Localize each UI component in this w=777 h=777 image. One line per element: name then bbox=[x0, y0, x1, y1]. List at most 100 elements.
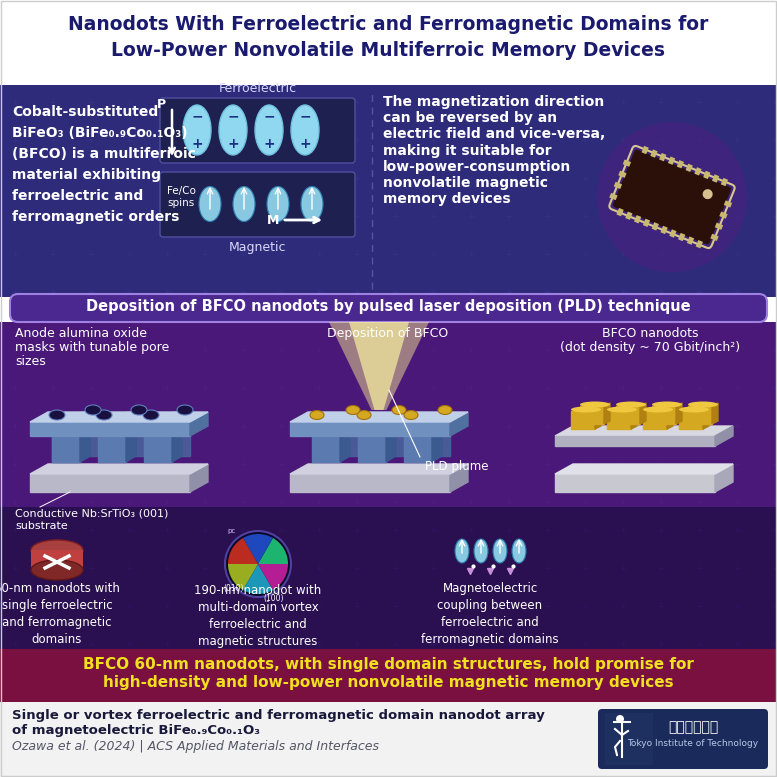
Text: +: + bbox=[263, 137, 275, 151]
Ellipse shape bbox=[144, 414, 182, 424]
Ellipse shape bbox=[143, 410, 159, 420]
Bar bbox=[710, 234, 719, 241]
Polygon shape bbox=[30, 464, 208, 474]
Polygon shape bbox=[580, 406, 604, 424]
Text: Anode alumina oxide: Anode alumina oxide bbox=[15, 327, 147, 340]
Text: 190-nm nanodot with
multi-domain vortex
ferroelectric and
magnetic structures: 190-nm nanodot with multi-domain vortex … bbox=[194, 584, 322, 648]
Polygon shape bbox=[422, 418, 450, 456]
Text: −: − bbox=[299, 109, 311, 123]
Bar bbox=[650, 149, 657, 158]
FancyBboxPatch shape bbox=[160, 172, 355, 237]
Text: of magnetoelectric BiFe₀.₉Co₀.₁O₃: of magnetoelectric BiFe₀.₉Co₀.₁O₃ bbox=[12, 724, 260, 737]
Bar bbox=[618, 171, 626, 178]
Polygon shape bbox=[386, 416, 396, 462]
Bar bbox=[720, 211, 727, 219]
Bar bbox=[715, 222, 723, 230]
Bar bbox=[652, 222, 659, 231]
Polygon shape bbox=[30, 412, 208, 422]
Bar bbox=[31, 550, 83, 570]
Text: The magnetization direction
can be reversed by an
electric field and vice-versa,: The magnetization direction can be rever… bbox=[383, 95, 605, 206]
Ellipse shape bbox=[31, 540, 83, 560]
Ellipse shape bbox=[49, 410, 65, 420]
Polygon shape bbox=[595, 408, 601, 429]
Polygon shape bbox=[290, 422, 450, 436]
Ellipse shape bbox=[119, 411, 152, 419]
Bar bbox=[0, 85, 777, 297]
Polygon shape bbox=[312, 422, 340, 462]
Text: −: − bbox=[191, 109, 203, 123]
Ellipse shape bbox=[52, 414, 90, 424]
Bar bbox=[678, 233, 685, 241]
Bar bbox=[634, 215, 641, 224]
Text: ferroelectric and: ferroelectric and bbox=[12, 189, 143, 203]
Polygon shape bbox=[640, 403, 646, 424]
Bar bbox=[642, 146, 649, 154]
Polygon shape bbox=[52, 422, 80, 462]
Bar bbox=[643, 218, 650, 227]
Text: −: − bbox=[263, 109, 275, 123]
Text: Deposition of BFCO: Deposition of BFCO bbox=[327, 327, 448, 340]
Bar bbox=[677, 160, 684, 169]
Ellipse shape bbox=[679, 406, 709, 413]
Polygon shape bbox=[703, 408, 709, 429]
Bar bbox=[0, 507, 777, 649]
FancyBboxPatch shape bbox=[160, 98, 355, 163]
Polygon shape bbox=[190, 412, 208, 436]
Polygon shape bbox=[172, 416, 182, 462]
Bar bbox=[668, 156, 675, 165]
Bar bbox=[695, 240, 703, 249]
Polygon shape bbox=[712, 403, 718, 424]
Ellipse shape bbox=[165, 411, 197, 419]
Polygon shape bbox=[52, 422, 80, 462]
Bar bbox=[703, 171, 710, 179]
Bar bbox=[687, 236, 694, 245]
Text: Low-Power Nonvolatile Multiferroic Memory Devices: Low-Power Nonvolatile Multiferroic Memor… bbox=[111, 41, 665, 61]
Text: masks with tunable pore: masks with tunable pore bbox=[15, 341, 169, 354]
Bar bbox=[605, 713, 653, 765]
Text: +: + bbox=[227, 137, 239, 151]
Text: Single or vortex ferroelectric and ferromagnetic domain nanodot array: Single or vortex ferroelectric and ferro… bbox=[12, 709, 545, 722]
Text: PLD plume: PLD plume bbox=[425, 460, 489, 473]
Bar bbox=[609, 193, 618, 200]
Text: M: M bbox=[267, 214, 279, 227]
Ellipse shape bbox=[267, 186, 289, 221]
Ellipse shape bbox=[131, 405, 147, 415]
Bar bbox=[0, 702, 777, 777]
Ellipse shape bbox=[52, 414, 90, 424]
Bar bbox=[695, 167, 702, 176]
Ellipse shape bbox=[233, 186, 255, 221]
Polygon shape bbox=[80, 416, 90, 462]
Wedge shape bbox=[243, 564, 273, 594]
Wedge shape bbox=[243, 534, 273, 564]
Polygon shape bbox=[30, 474, 190, 492]
Text: 60-nm nanodots with
single ferroelectric
and ferromagnetic
domains: 60-nm nanodots with single ferroelectric… bbox=[0, 582, 120, 646]
Polygon shape bbox=[349, 322, 409, 410]
Ellipse shape bbox=[346, 406, 360, 414]
Text: Conductive Nb:SrTiO₃ (001): Conductive Nb:SrTiO₃ (001) bbox=[15, 509, 169, 519]
Bar bbox=[660, 226, 667, 234]
Ellipse shape bbox=[571, 406, 601, 413]
Text: (100): (100) bbox=[263, 594, 284, 604]
Polygon shape bbox=[290, 464, 468, 474]
Ellipse shape bbox=[98, 414, 136, 424]
Polygon shape bbox=[555, 426, 733, 436]
Bar bbox=[721, 178, 728, 186]
Polygon shape bbox=[652, 406, 676, 424]
Polygon shape bbox=[450, 412, 468, 436]
Polygon shape bbox=[80, 416, 90, 462]
Text: (BFCO) is a multiferroic: (BFCO) is a multiferroic bbox=[12, 147, 196, 161]
Ellipse shape bbox=[177, 405, 193, 415]
Ellipse shape bbox=[404, 410, 418, 420]
Bar bbox=[625, 211, 632, 220]
Circle shape bbox=[702, 189, 713, 199]
Ellipse shape bbox=[616, 402, 646, 407]
Ellipse shape bbox=[438, 406, 452, 414]
Polygon shape bbox=[190, 464, 208, 492]
Text: Magnetic: Magnetic bbox=[228, 241, 286, 253]
Bar bbox=[724, 200, 732, 207]
Ellipse shape bbox=[72, 411, 106, 419]
Text: Ozawa et al. (2024) | ACS Applied Materials and Interfaces: Ozawa et al. (2024) | ACS Applied Materi… bbox=[12, 740, 379, 753]
FancyBboxPatch shape bbox=[598, 709, 768, 769]
Wedge shape bbox=[228, 564, 258, 590]
Polygon shape bbox=[290, 412, 468, 422]
